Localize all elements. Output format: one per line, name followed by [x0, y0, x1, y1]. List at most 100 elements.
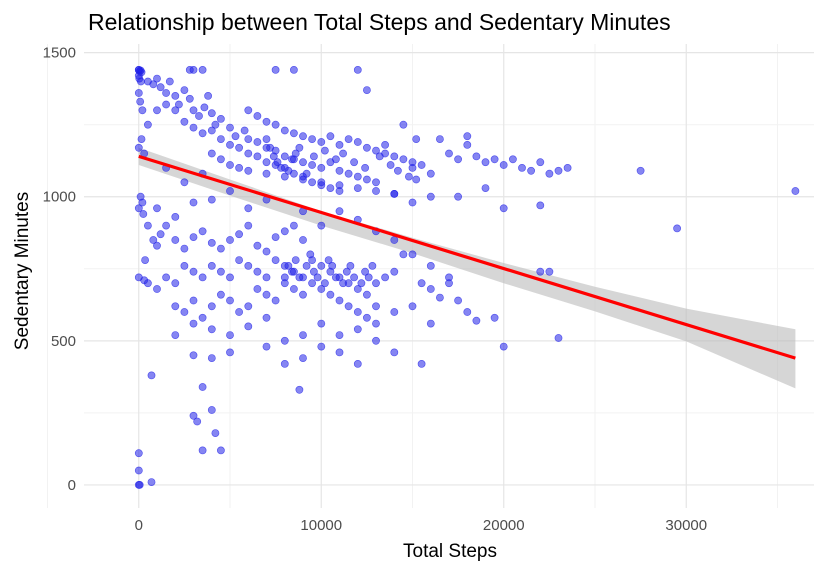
data-point	[357, 279, 366, 288]
data-point	[253, 285, 262, 293]
data-point	[364, 273, 373, 282]
data-point	[149, 236, 158, 244]
data-point	[353, 184, 362, 192]
data-point	[226, 296, 234, 305]
data-point	[390, 267, 399, 276]
data-point	[291, 149, 300, 158]
data-point	[554, 334, 563, 342]
x-tick-label: 0	[135, 517, 143, 534]
data-point	[149, 80, 158, 89]
data-point	[138, 106, 147, 115]
data-point	[545, 267, 554, 276]
data-point	[346, 261, 355, 270]
data-point	[509, 155, 517, 164]
data-point	[189, 296, 198, 305]
data-point	[244, 106, 253, 115]
data-point	[153, 204, 161, 213]
data-point	[335, 181, 344, 190]
data-point	[235, 308, 243, 316]
data-point	[353, 285, 362, 293]
data-point	[138, 198, 147, 207]
data-point	[262, 342, 271, 351]
data-point	[165, 77, 174, 86]
data-point	[326, 184, 335, 192]
data-point	[536, 267, 545, 276]
data-point	[344, 169, 353, 178]
data-point	[211, 120, 220, 129]
trend-line	[138, 154, 796, 360]
data-point	[216, 267, 225, 276]
data-point	[198, 383, 207, 391]
data-point	[353, 359, 362, 368]
data-point	[362, 175, 371, 184]
data-point	[326, 132, 335, 141]
data-point	[262, 117, 271, 126]
data-point	[309, 267, 318, 276]
data-point	[269, 152, 278, 161]
data-point	[317, 178, 326, 187]
data-point	[143, 279, 152, 288]
y-tick-label: 1500	[43, 45, 76, 62]
data-point	[339, 149, 347, 158]
data-point	[563, 163, 572, 172]
data-point	[335, 296, 344, 305]
data-point	[207, 406, 216, 414]
data-point	[463, 132, 472, 141]
data-point	[216, 290, 225, 299]
data-point	[454, 192, 462, 201]
data-point	[408, 163, 417, 172]
data-point	[791, 187, 800, 195]
data-point	[372, 187, 380, 195]
data-point	[375, 152, 384, 161]
data-point	[216, 446, 225, 455]
data-point	[226, 273, 234, 282]
data-point	[299, 132, 307, 141]
data-point	[350, 158, 358, 167]
data-point	[156, 230, 165, 239]
data-point	[445, 273, 453, 282]
data-point	[636, 166, 645, 175]
data-point	[350, 273, 358, 282]
data-point	[328, 261, 337, 270]
data-point	[335, 166, 344, 175]
data-point	[426, 285, 435, 293]
data-point	[216, 115, 225, 123]
data-point	[171, 279, 180, 288]
data-point	[207, 126, 216, 135]
data-point	[417, 161, 426, 169]
data-point	[299, 158, 307, 167]
data-point	[207, 354, 216, 362]
data-point	[280, 336, 289, 345]
data-point	[536, 158, 545, 167]
data-point	[536, 201, 545, 210]
data-point	[198, 227, 207, 236]
data-point	[372, 336, 380, 345]
data-point	[412, 175, 421, 184]
data-point	[393, 166, 402, 175]
data-point	[408, 250, 417, 259]
data-point	[189, 123, 198, 132]
data-point	[412, 135, 421, 143]
data-point	[189, 106, 198, 115]
data-point	[193, 417, 202, 426]
data-point	[253, 267, 262, 276]
data-point	[299, 236, 307, 244]
data-point	[253, 241, 262, 250]
data-point	[289, 66, 298, 74]
data-point	[180, 308, 189, 316]
data-point	[156, 83, 165, 92]
data-point	[372, 279, 380, 288]
data-point	[344, 302, 353, 311]
data-point	[302, 169, 311, 178]
data-point	[435, 293, 444, 302]
data-point	[185, 66, 194, 74]
data-point	[284, 166, 293, 175]
data-point	[200, 103, 209, 112]
data-point	[134, 89, 143, 97]
data-point	[308, 279, 316, 288]
data-point	[262, 290, 271, 299]
data-point	[313, 273, 322, 282]
data-point	[339, 279, 347, 288]
data-point	[253, 152, 262, 161]
